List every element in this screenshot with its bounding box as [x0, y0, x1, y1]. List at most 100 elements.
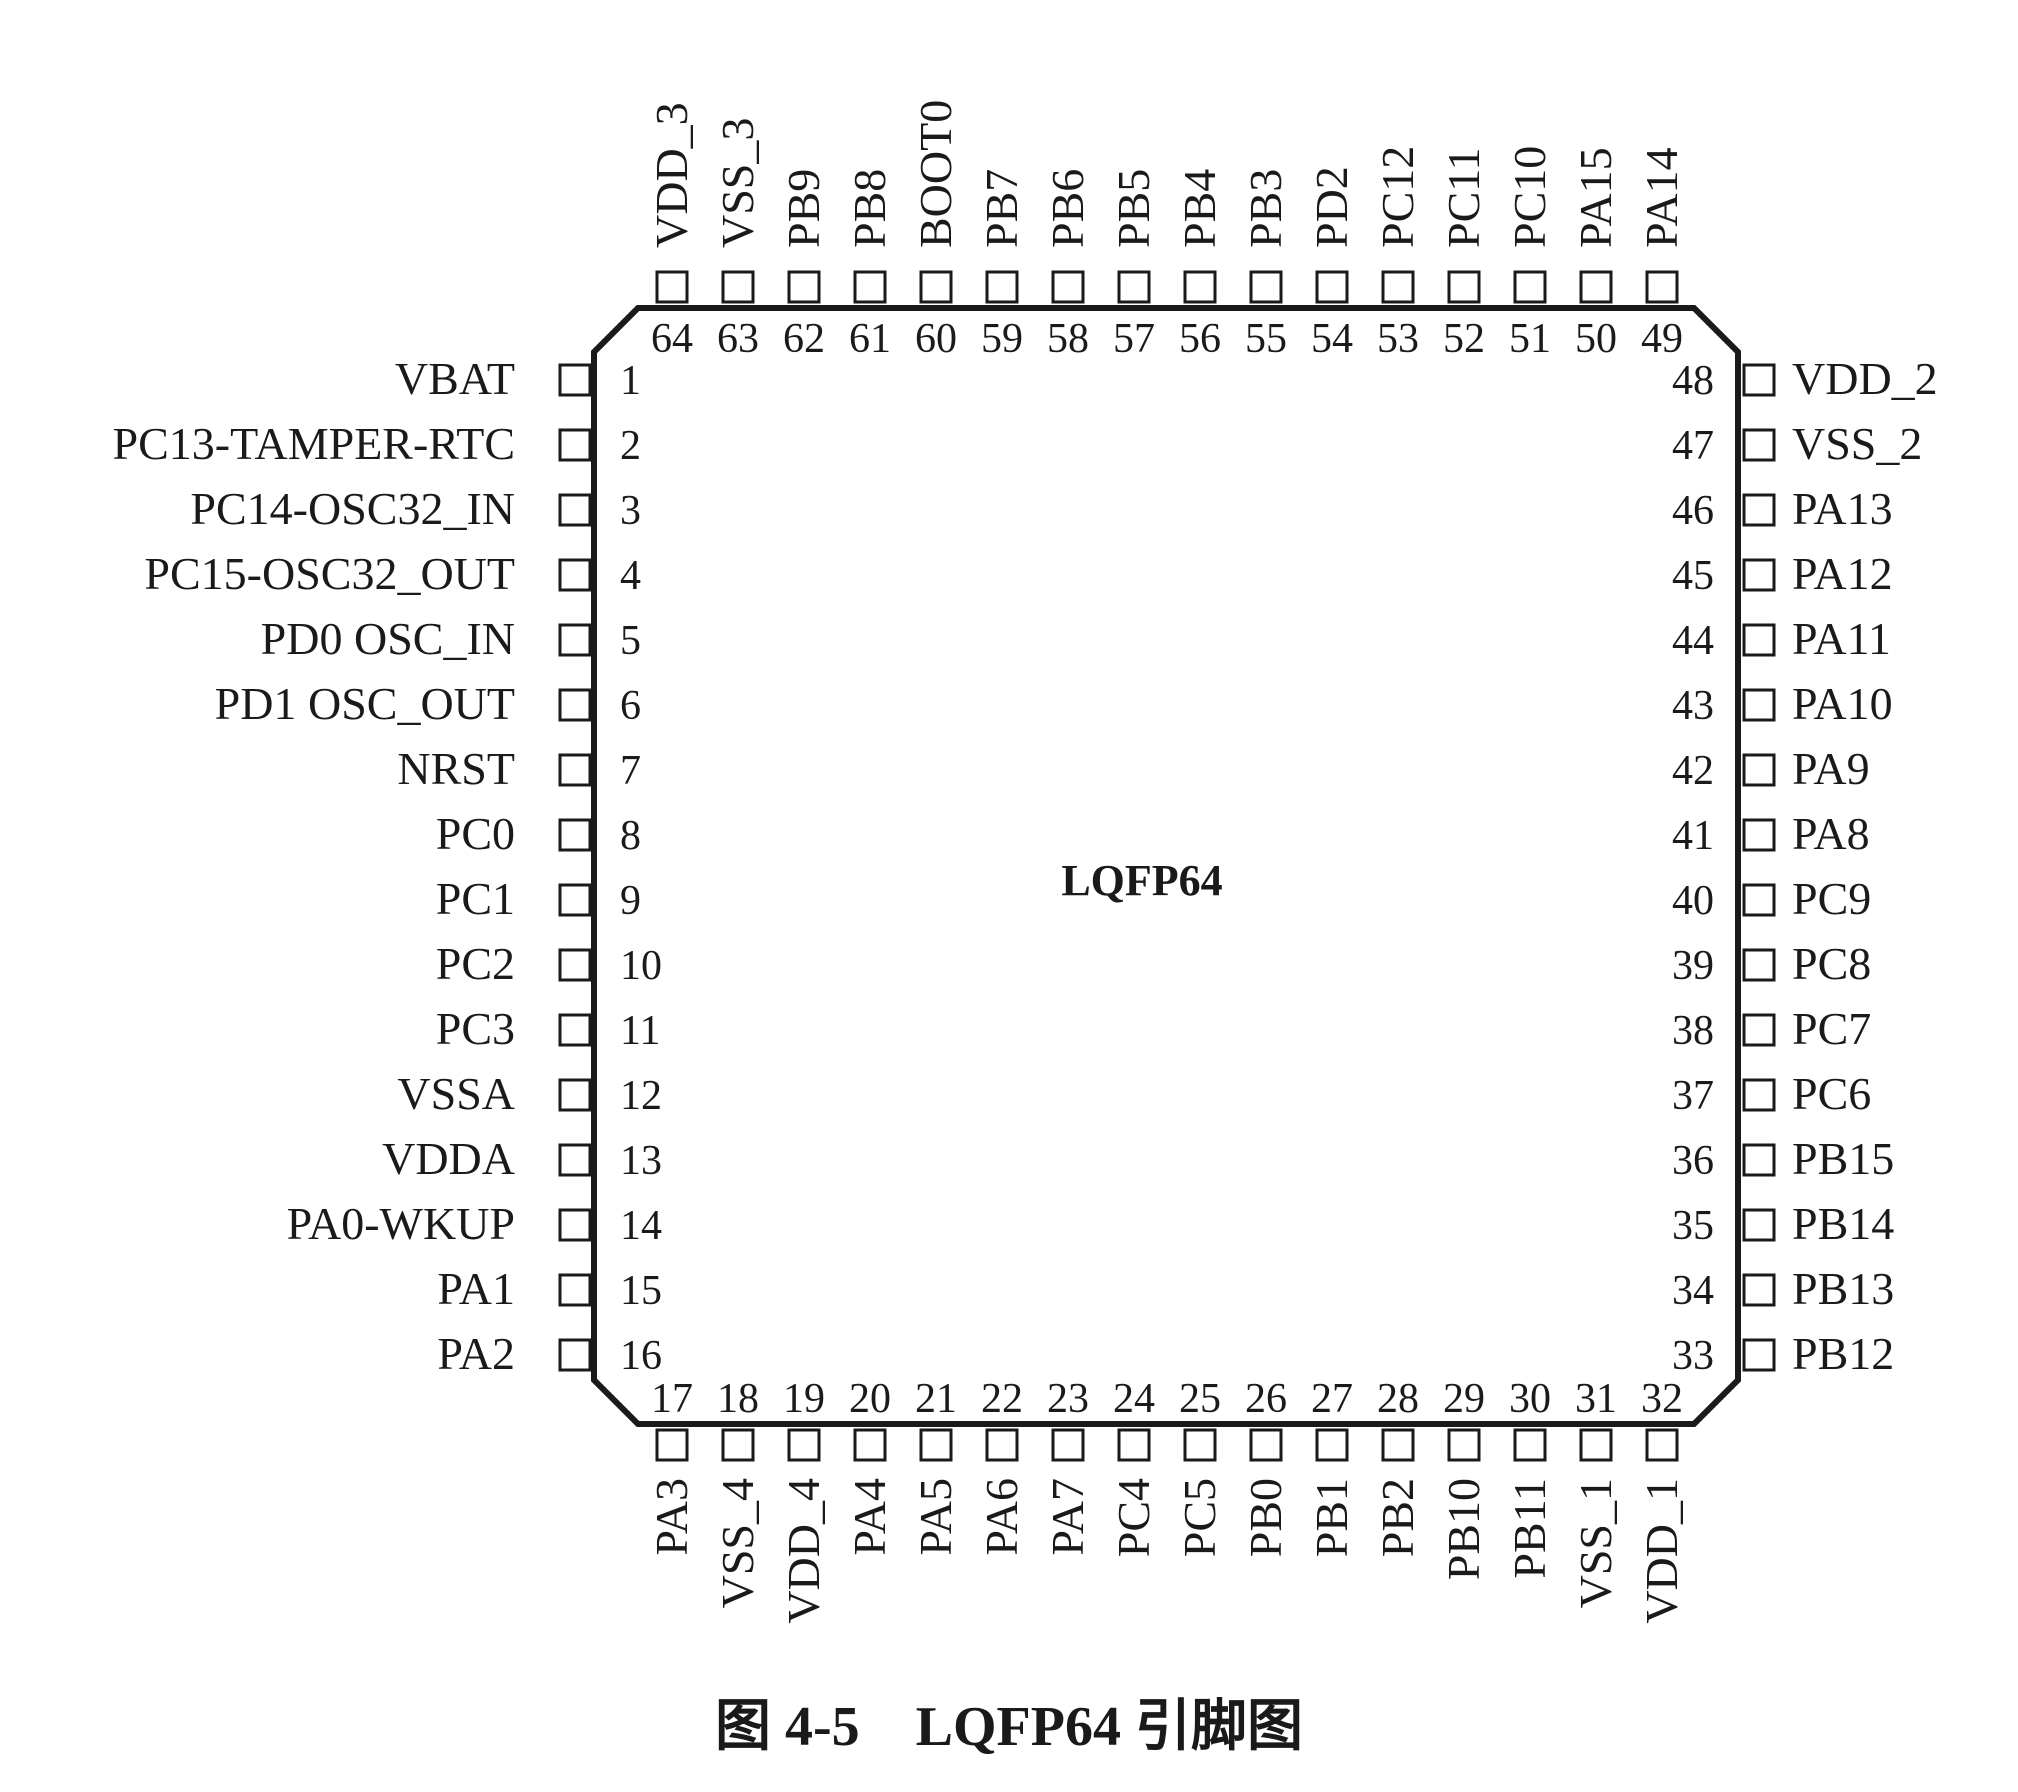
pin-pad	[1742, 1078, 1776, 1112]
figure-caption: 图 4-5 LQFP64 引脚图	[715, 1696, 1303, 1758]
pin-number: 63	[717, 316, 759, 362]
pin-pad	[1742, 1273, 1776, 1307]
pin-pad	[558, 818, 592, 852]
pin-number: 9	[620, 878, 641, 924]
pin-pad	[558, 493, 592, 527]
pin-number: 45	[1672, 553, 1714, 599]
pin-pad	[558, 948, 592, 982]
pin-label: PC9	[1792, 873, 1871, 924]
pin-pad	[721, 270, 755, 304]
pin-label: PA1	[437, 1263, 515, 1314]
pin-pad	[1381, 270, 1415, 304]
pin-label: PB4	[1174, 169, 1225, 248]
pin-pad	[1315, 270, 1349, 304]
pin-label: PB2	[1372, 1478, 1423, 1557]
pin-pad	[1579, 1428, 1613, 1462]
pin-number: 61	[849, 316, 891, 362]
pin-number: 55	[1245, 316, 1287, 362]
pin-pad	[1249, 1428, 1283, 1462]
pin-number: 4	[620, 553, 641, 599]
pin-number: 18	[717, 1376, 759, 1422]
pin-number: 25	[1179, 1376, 1221, 1422]
pin-label: PB15	[1792, 1133, 1894, 1184]
pin-label: VSS_4	[712, 1478, 763, 1608]
pin-number: 12	[620, 1073, 662, 1119]
pin-label: PC15-OSC32_OUT	[144, 548, 515, 599]
pin-number: 59	[981, 316, 1023, 362]
pin-label: PA7	[1042, 1478, 1093, 1556]
pin-label: PA15	[1570, 147, 1621, 248]
pin-pad	[1381, 1428, 1415, 1462]
pin-number: 37	[1672, 1073, 1714, 1119]
pin-label: PA14	[1636, 147, 1687, 248]
pin-pad	[1447, 270, 1481, 304]
pin-number: 57	[1113, 316, 1155, 362]
pin-label: PB1	[1306, 1478, 1357, 1557]
pin-label: PA5	[910, 1478, 961, 1556]
pin-label: PC14-OSC32_IN	[190, 483, 515, 534]
pin-number: 33	[1672, 1333, 1714, 1379]
pin-pad	[985, 270, 1019, 304]
pin-pad	[1051, 270, 1085, 304]
pin-number: 8	[620, 813, 641, 859]
pin-label: PB10	[1438, 1478, 1489, 1580]
pin-pad	[1742, 1338, 1776, 1372]
pin-number: 42	[1672, 748, 1714, 794]
pin-number: 3	[620, 488, 641, 534]
pin-label: PB8	[844, 169, 895, 248]
pin-pad	[1513, 1428, 1547, 1462]
pin-pad	[558, 1338, 592, 1372]
pin-label: VSSA	[397, 1068, 515, 1119]
pin-number: 54	[1311, 316, 1353, 362]
pin-number: 11	[620, 1008, 660, 1054]
pin-pad	[558, 428, 592, 462]
pin-label: PC4	[1108, 1478, 1159, 1557]
pin-label: VDDA	[382, 1133, 515, 1184]
pin-label: PA10	[1792, 678, 1893, 729]
pin-label: PB11	[1504, 1478, 1555, 1579]
pin-pad	[985, 1428, 1019, 1462]
pin-label: PC7	[1792, 1003, 1871, 1054]
pin-pad	[1447, 1428, 1481, 1462]
pin-number: 2	[620, 423, 641, 469]
pin-number: 60	[915, 316, 957, 362]
pin-pad	[1742, 363, 1776, 397]
pin-label: PC11	[1438, 147, 1489, 248]
pin-label: PB5	[1108, 169, 1159, 248]
pin-number: 49	[1641, 316, 1683, 362]
pin-number: 44	[1672, 618, 1714, 664]
pin-pad	[1742, 1143, 1776, 1177]
pin-number: 52	[1443, 316, 1485, 362]
pin-number: 34	[1672, 1268, 1714, 1314]
pin-pad	[1742, 818, 1776, 852]
pin-pad	[919, 270, 953, 304]
pin-number: 22	[981, 1376, 1023, 1422]
pin-label: PC0	[436, 808, 515, 859]
pin-number: 13	[620, 1138, 662, 1184]
pin-label: PA6	[976, 1478, 1027, 1556]
pin-number: 21	[915, 1376, 957, 1422]
pin-number: 62	[783, 316, 825, 362]
pin-label: VDD_3	[646, 102, 697, 248]
pin-number: 41	[1672, 813, 1714, 859]
pin-label: PD2	[1306, 166, 1357, 248]
pin-number: 38	[1672, 1008, 1714, 1054]
pin-label: PB7	[976, 169, 1027, 248]
pin-pad	[558, 688, 592, 722]
pin-pad	[1742, 558, 1776, 592]
pin-pad	[1645, 1428, 1679, 1462]
pin-label: PD1 OSC_OUT	[215, 678, 515, 729]
pin-pad	[853, 1428, 887, 1462]
pin-label: PA9	[1792, 743, 1870, 794]
pin-number: 6	[620, 683, 641, 729]
pin-pad	[1742, 493, 1776, 527]
pin-number: 15	[620, 1268, 662, 1314]
pin-number: 16	[620, 1333, 662, 1379]
pin-pad	[1051, 1428, 1085, 1462]
pin-label: VSS_1	[1570, 1478, 1621, 1608]
pin-label: PA0-WKUP	[287, 1198, 515, 1249]
pin-number: 56	[1179, 316, 1221, 362]
pin-label: PA8	[1792, 808, 1870, 859]
pin-pad	[558, 1208, 592, 1242]
